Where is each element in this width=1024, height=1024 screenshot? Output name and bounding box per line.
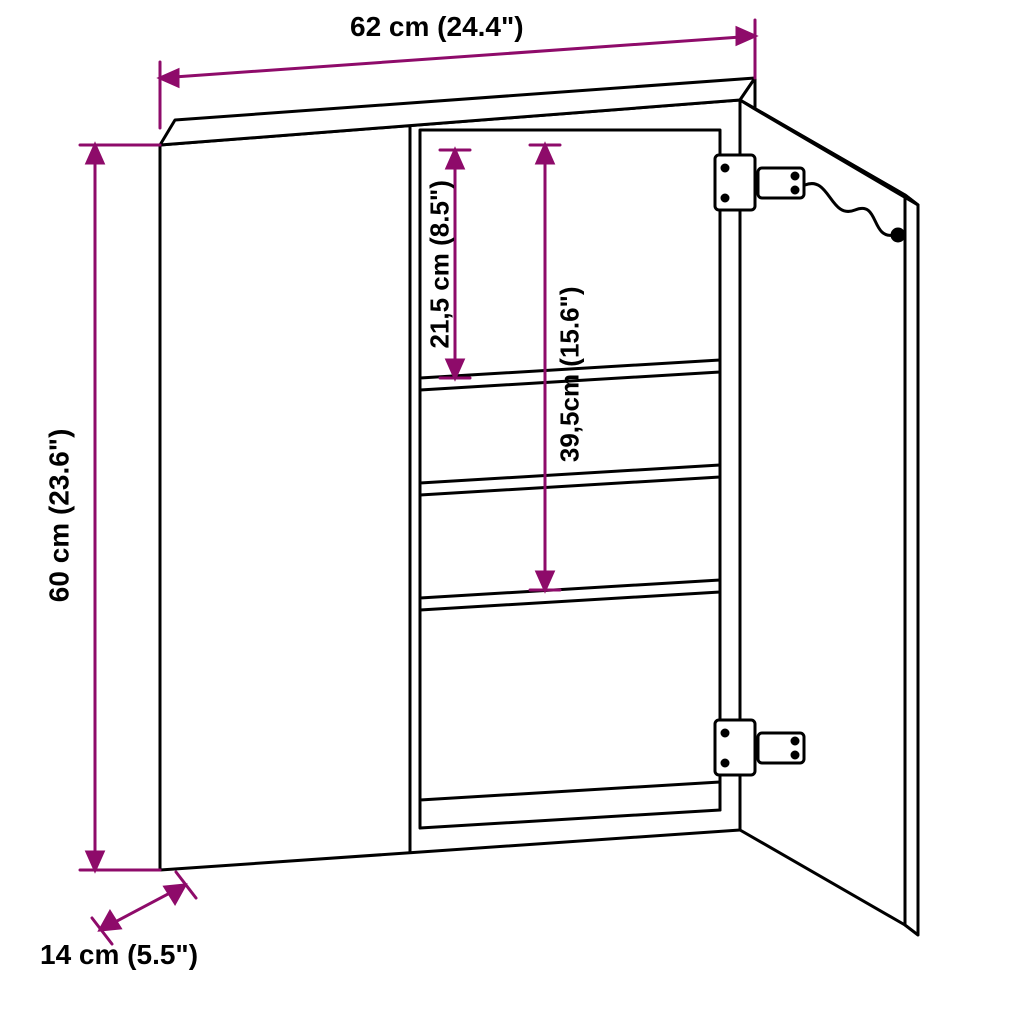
dim-height-left: 60 cm (23.6") <box>45 415 76 615</box>
cabinet-drawing <box>0 0 1024 1024</box>
dim-shelf-lower: 39,5cm (15.6") <box>556 264 585 484</box>
dim-depth-bottom: 14 cm (5.5") <box>40 940 198 971</box>
dim-width-top: 62 cm (24.4") <box>350 12 524 43</box>
dim-shelf-upper: 21,5 cm (8.5") <box>426 154 455 374</box>
cabinet-outline <box>160 78 918 935</box>
diagram-stage: 62 cm (24.4") 60 cm (23.6") 14 cm (5.5")… <box>0 0 1024 1024</box>
